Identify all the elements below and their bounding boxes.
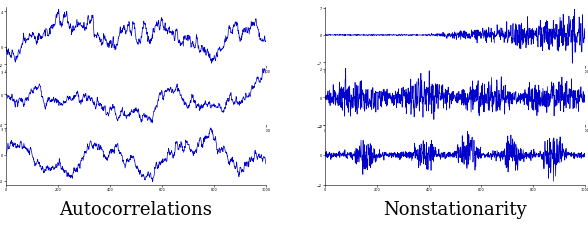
Text: Nonstationarity: Nonstationarity bbox=[383, 200, 527, 218]
Text: Autocorrelations: Autocorrelations bbox=[59, 200, 212, 218]
